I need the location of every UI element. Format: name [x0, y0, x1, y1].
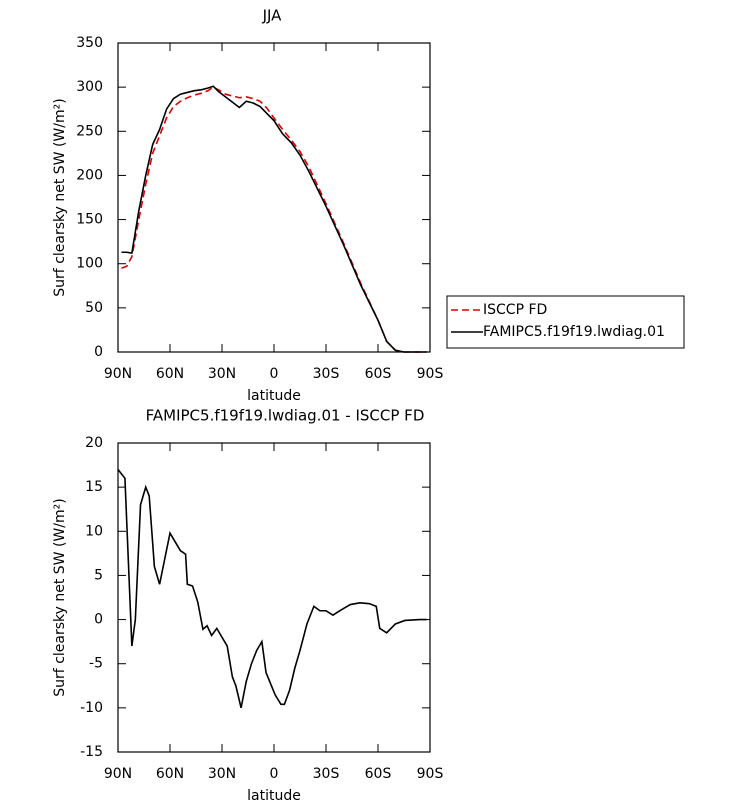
- y-tick-label: 10: [85, 523, 103, 539]
- y-tick-label: 300: [76, 79, 103, 95]
- x-tick-label: 90N: [104, 766, 132, 782]
- x-tick-label: 30S: [313, 366, 340, 382]
- y-tick-label: -15: [80, 744, 103, 760]
- x-tick-label: 90N: [104, 366, 132, 382]
- x-tick-label: 60N: [156, 766, 184, 782]
- chart-title: JJA: [262, 7, 283, 25]
- x-tick-label: 90S: [417, 366, 444, 382]
- plot-frame: [117, 42, 431, 353]
- x-tick-label: 60N: [156, 366, 184, 382]
- x-axis-label: latitude: [247, 388, 301, 404]
- series-line: [121, 86, 427, 353]
- x-tick-label: 30S: [313, 766, 340, 782]
- legend-label: ISCCP FD: [483, 302, 547, 318]
- y-tick-label: 50: [85, 300, 103, 316]
- y-tick-label: 100: [76, 256, 103, 272]
- x-tick-label: 30N: [208, 366, 236, 382]
- y-axis-label: Surf clearsky net SW (W/m²): [52, 98, 68, 296]
- chart-title: FAMIPC5.f19f19.lwdiag.01 - ISCCP FD: [146, 407, 425, 425]
- y-tick-label: 5: [94, 567, 103, 583]
- x-tick-label: 30N: [208, 766, 236, 782]
- series-line: [117, 468, 427, 709]
- y-tick-label: 250: [76, 123, 103, 139]
- y-axis-label: Surf clearsky net SW (W/m²): [52, 498, 68, 696]
- x-tick-label: 90S: [417, 766, 444, 782]
- x-tick-label: 0: [270, 366, 279, 382]
- y-tick-label: 0: [94, 612, 103, 628]
- y-tick-label: 150: [76, 212, 103, 228]
- y-tick-label: 200: [76, 167, 103, 183]
- y-tick-label: 350: [76, 35, 103, 51]
- x-tick-label: 60S: [365, 766, 392, 782]
- plot-frame: [117, 442, 431, 753]
- y-tick-label: 0: [94, 344, 103, 360]
- legend-box: [446, 295, 685, 349]
- y-tick-label: -5: [89, 656, 103, 672]
- x-tick-label: 60S: [365, 366, 392, 382]
- x-tick-label: 0: [270, 766, 279, 782]
- y-tick-label: -10: [80, 700, 103, 716]
- y-tick-label: 20: [85, 435, 103, 451]
- y-tick-label: 15: [85, 479, 103, 495]
- legend-label: FAMIPC5.f19f19.lwdiag.01: [483, 324, 665, 340]
- series-line: [121, 85, 427, 353]
- x-axis-label: latitude: [247, 788, 301, 804]
